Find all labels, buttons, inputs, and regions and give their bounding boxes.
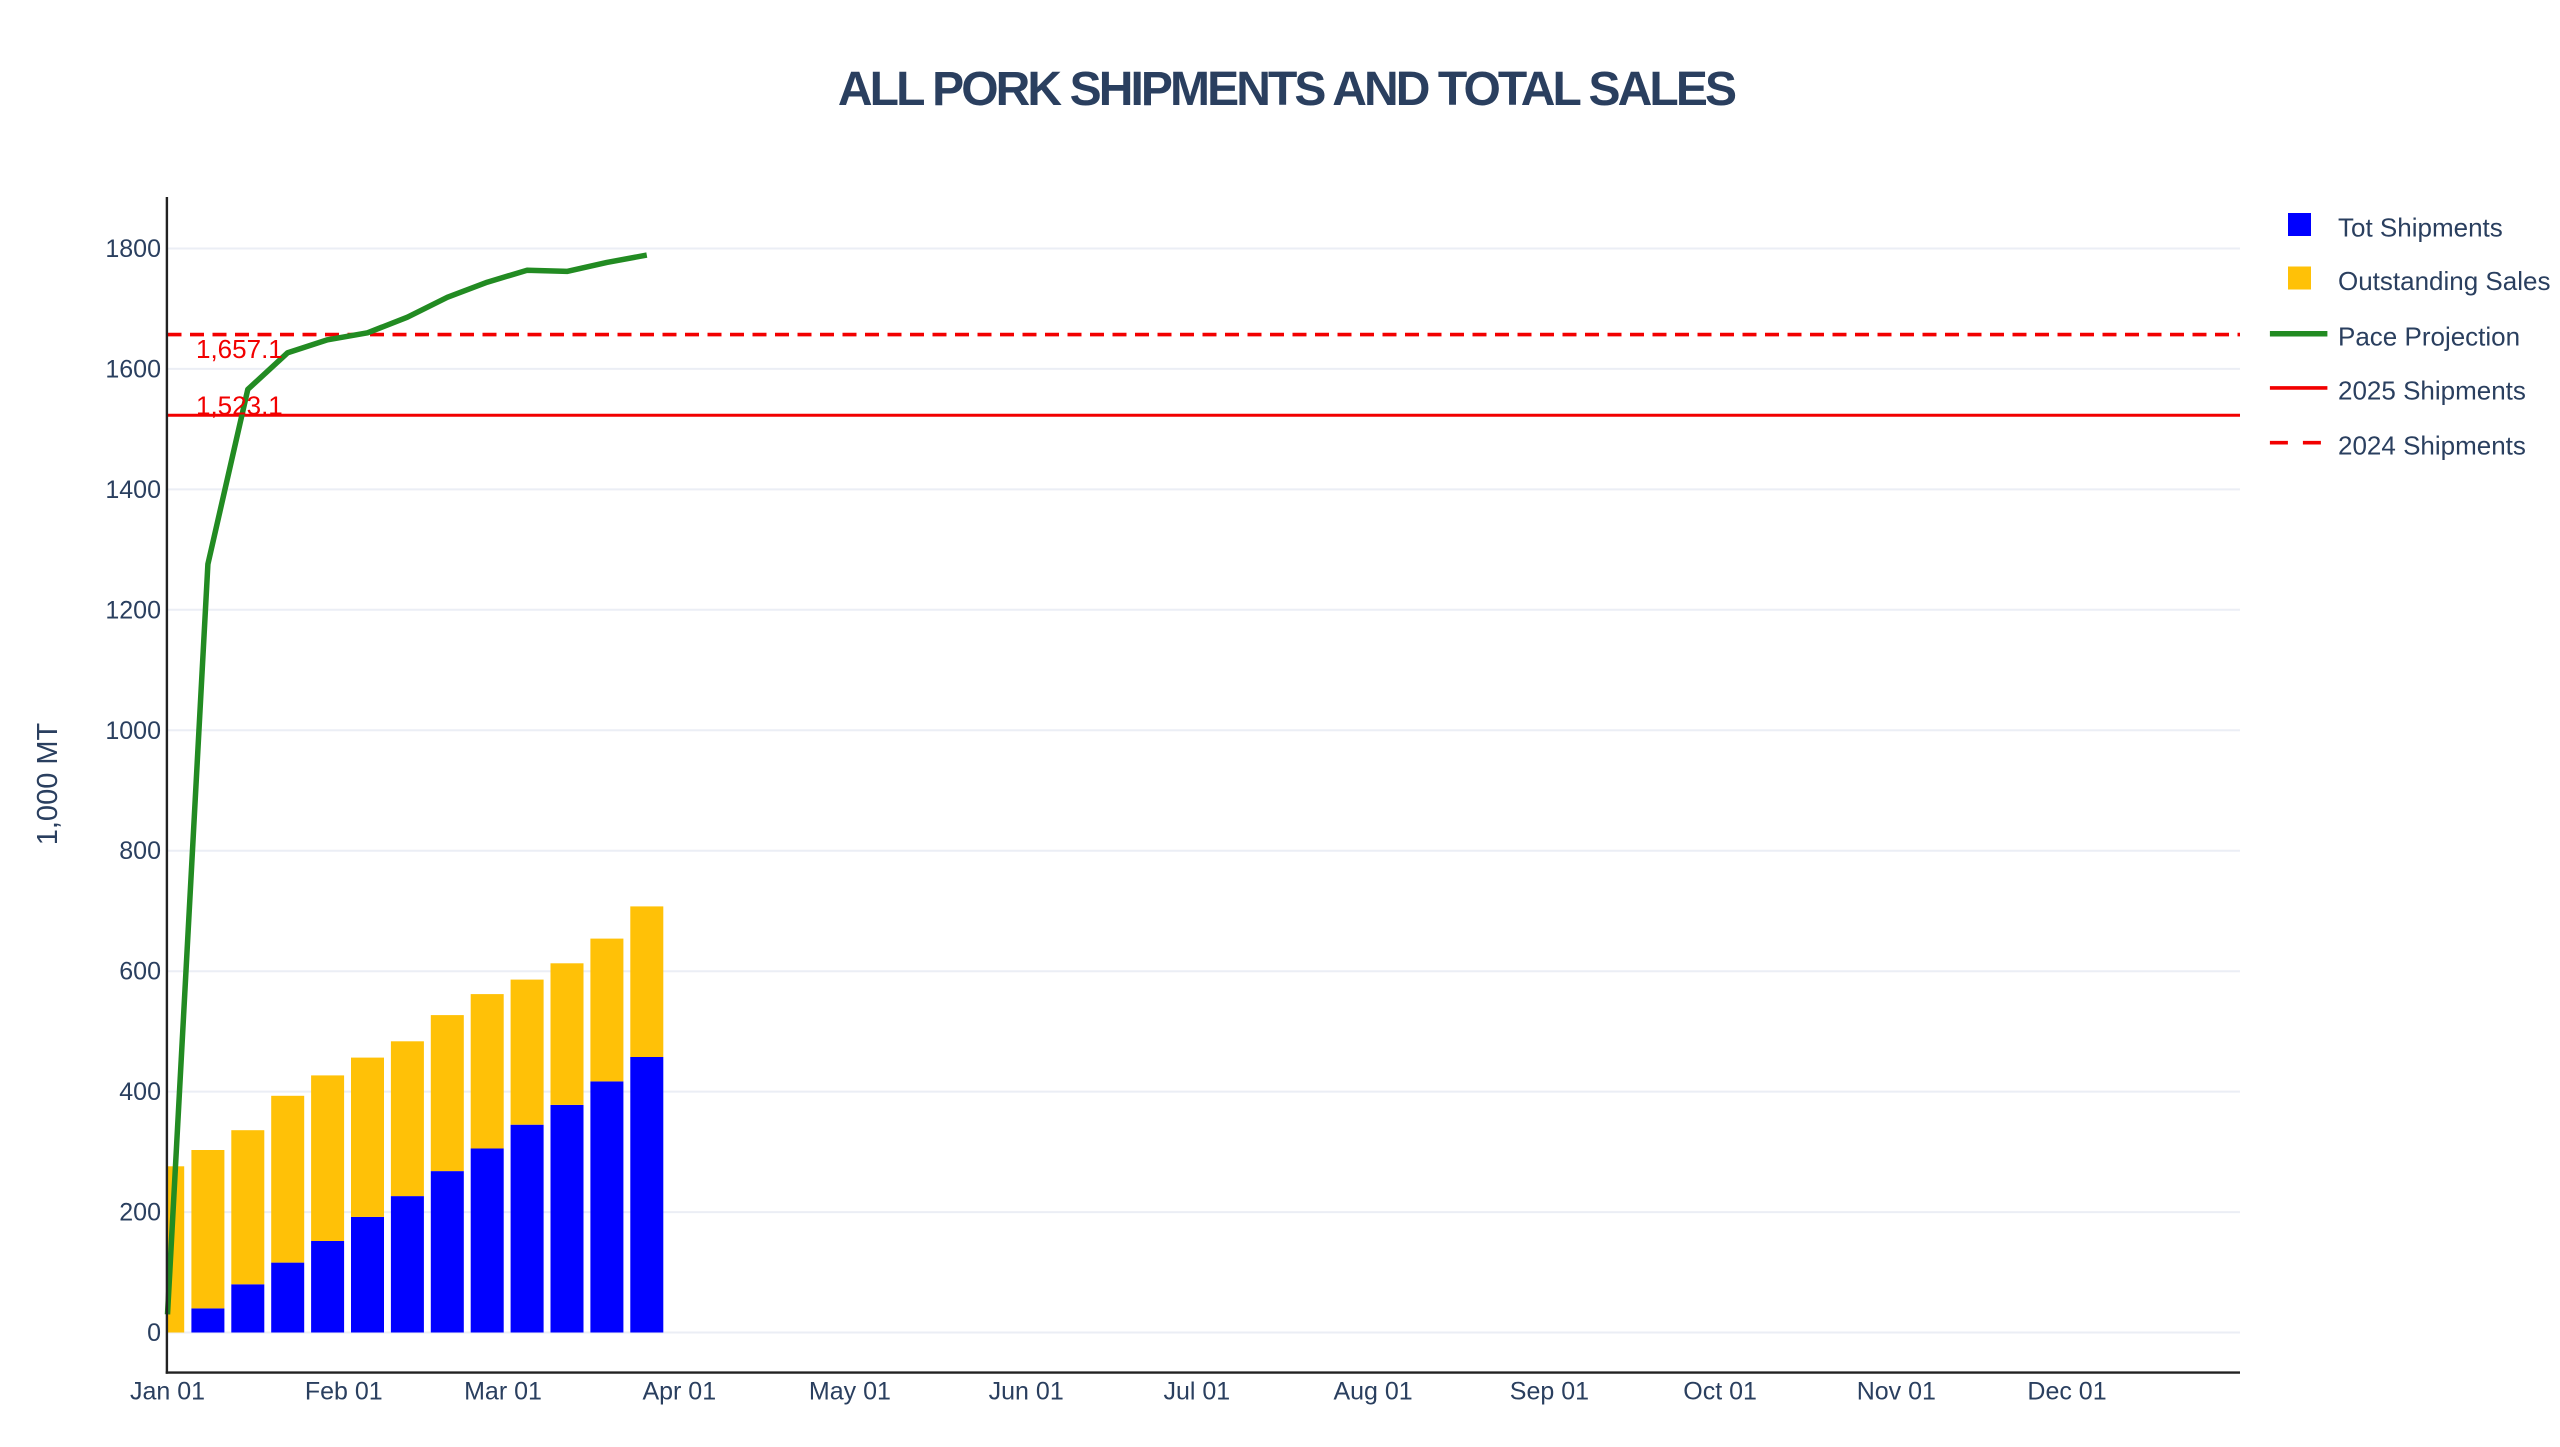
svg-text:1400: 1400 — [105, 476, 161, 504]
svg-text:Nov 01: Nov 01 — [1857, 1378, 1936, 1406]
svg-text:1000: 1000 — [105, 717, 161, 745]
svg-text:Feb 01: Feb 01 — [305, 1378, 383, 1406]
svg-text:1,523.1: 1,523.1 — [196, 391, 283, 421]
svg-text:ALL PORK SHIPMENTS AND TOTAL S: ALL PORK SHIPMENTS AND TOTAL SALES — [838, 63, 1736, 116]
svg-text:May 01: May 01 — [809, 1378, 891, 1406]
svg-text:2024 Shipments: 2024 Shipments — [2338, 431, 2526, 461]
svg-text:2025 Shipments: 2025 Shipments — [2338, 376, 2526, 406]
svg-text:1800: 1800 — [105, 235, 161, 263]
svg-text:1600: 1600 — [105, 355, 161, 383]
svg-text:800: 800 — [119, 837, 161, 865]
svg-text:600: 600 — [119, 958, 161, 986]
svg-text:1,657.1: 1,657.1 — [196, 334, 283, 364]
svg-text:Apr 01: Apr 01 — [642, 1378, 716, 1406]
svg-text:Pace Projection: Pace Projection — [2338, 322, 2520, 352]
svg-text:Mar 01: Mar 01 — [464, 1378, 542, 1406]
svg-text:Aug 01: Aug 01 — [1333, 1378, 1412, 1406]
svg-text:Tot Shipments: Tot Shipments — [2338, 213, 2503, 243]
svg-text:Jan 01: Jan 01 — [130, 1378, 205, 1406]
svg-text:Oct 01: Oct 01 — [1683, 1378, 1757, 1406]
svg-text:1,000 MT: 1,000 MT — [32, 722, 64, 845]
svg-text:0: 0 — [147, 1319, 161, 1347]
svg-text:200: 200 — [119, 1199, 161, 1227]
svg-text:1200: 1200 — [105, 596, 161, 624]
svg-text:Jul 01: Jul 01 — [1163, 1378, 1230, 1406]
svg-text:Outstanding Sales: Outstanding Sales — [2338, 266, 2550, 296]
svg-text:Jun 01: Jun 01 — [989, 1378, 1064, 1406]
svg-text:400: 400 — [119, 1078, 161, 1106]
svg-text:Sep 01: Sep 01 — [1510, 1378, 1589, 1406]
svg-text:Dec 01: Dec 01 — [2027, 1378, 2106, 1406]
